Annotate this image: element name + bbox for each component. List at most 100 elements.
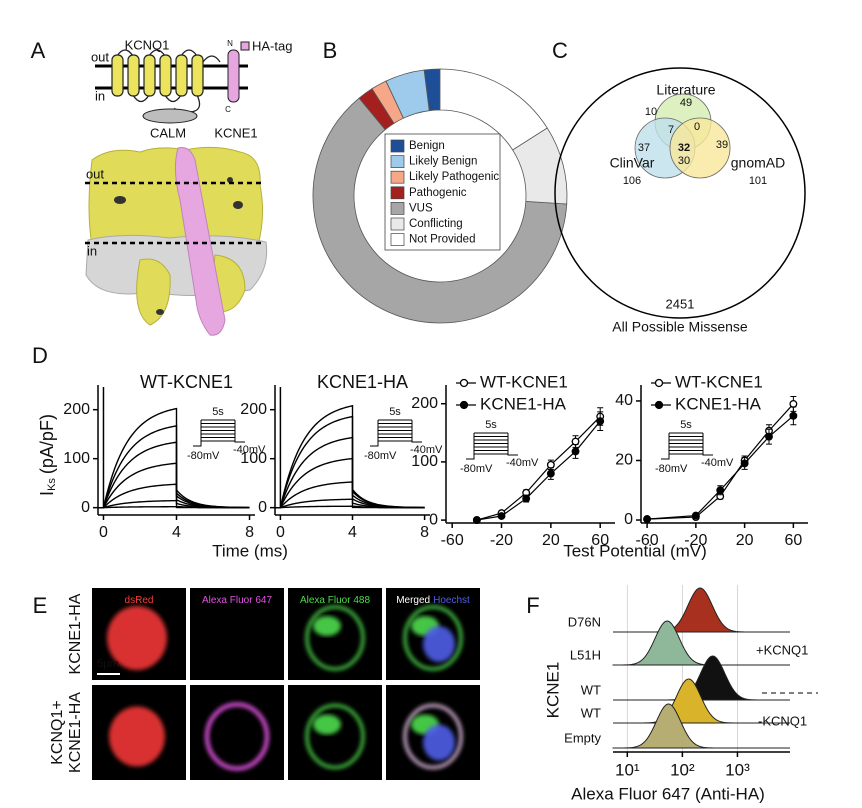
x-tick-label: 10³ <box>725 760 750 779</box>
row-label: WT <box>581 682 601 697</box>
data-point <box>571 437 580 446</box>
data-point <box>765 432 773 441</box>
legend-swatch <box>390 202 405 215</box>
legend-label: Benign <box>409 140 445 152</box>
protocol-label: -80mV <box>655 463 688 475</box>
region-count: 37 <box>638 142 650 154</box>
donut-slice <box>312 97 568 324</box>
panel-label: D <box>32 343 48 368</box>
y-tick-label: 100 <box>411 453 438 470</box>
region-count: 7 <box>668 124 674 136</box>
panel-label: E <box>33 593 48 618</box>
data-point <box>643 515 652 524</box>
kcne1-helix <box>227 49 240 103</box>
protocol-label: -80mV <box>364 450 397 462</box>
row-label: KCNQ1+ <box>49 700 66 764</box>
helices <box>111 54 221 97</box>
ha-tag <box>240 41 250 51</box>
y-tick-label: 0 <box>429 511 438 528</box>
legend-swatch <box>390 170 405 184</box>
iv-line <box>476 420 601 521</box>
channel-header: Merged Hoechst <box>396 595 470 606</box>
calm <box>142 108 198 124</box>
panel-label: C <box>552 38 568 63</box>
current-trace <box>275 457 425 509</box>
label: in <box>87 243 97 258</box>
current-trace <box>275 505 425 509</box>
label: CALM <box>150 125 186 140</box>
protocol-label: 5s <box>389 406 401 418</box>
legend-marker <box>654 400 664 410</box>
protocol-label: -40mV <box>701 457 734 469</box>
x-tick-label: 8 <box>420 524 429 541</box>
x-tick-label: -60 <box>636 532 659 549</box>
panel-label: F <box>526 593 539 618</box>
protocol-label: -40mV <box>410 444 443 456</box>
x-tick-label: -60 <box>441 532 464 549</box>
iv-line <box>647 415 794 520</box>
protocol-label: 5s <box>212 406 224 418</box>
legend-label: Not Provided <box>409 234 475 246</box>
data-point <box>716 486 725 495</box>
label: N <box>227 39 233 48</box>
legend-label: Conflicting <box>409 218 463 230</box>
y-tick-label: 40 <box>615 392 633 409</box>
cell-signal <box>107 606 167 670</box>
data-point <box>596 417 605 426</box>
data-point <box>691 511 700 520</box>
stain-name: Hoechst <box>433 595 470 606</box>
y-tick-label: 0 <box>81 499 90 516</box>
micrograph <box>190 685 284 780</box>
legend-marker <box>459 378 469 388</box>
protocol-label: -80mV <box>187 450 220 462</box>
data-point <box>571 447 580 456</box>
set-name: gnomAD <box>731 155 785 171</box>
ridge <box>613 678 790 724</box>
y-tick-label: 100 <box>240 450 267 467</box>
x-tick-label: 0 <box>276 524 285 541</box>
membrane-signal <box>403 605 463 671</box>
legend-swatch <box>390 233 405 246</box>
legend-marker <box>654 378 664 388</box>
y-tick-label: 200 <box>411 395 438 412</box>
cytoplasm-signal <box>313 714 341 735</box>
label: in <box>95 88 105 103</box>
protocol-label: 5s <box>680 419 692 431</box>
membrane-signal <box>305 605 365 671</box>
data-point <box>789 399 798 408</box>
donut-slice <box>439 68 548 151</box>
universe-count: 2451 <box>666 296 695 311</box>
cell-signal <box>109 706 165 767</box>
y-axis-label-part: Ks <box>46 478 58 491</box>
membrane-signal <box>403 704 463 769</box>
condition-label: -KCNQ1 <box>758 713 807 728</box>
data-point <box>546 460 555 469</box>
panel-label: B <box>323 38 338 63</box>
region-count: 0 <box>694 121 700 133</box>
ridge <box>613 587 790 633</box>
data-point <box>522 494 531 503</box>
label: HA-tag <box>252 38 292 53</box>
legend-label: Pathogenic <box>409 187 467 199</box>
legend-label: KCNE1-HA <box>675 394 762 413</box>
y-tick-label: 0 <box>624 511 633 528</box>
y-axis-label: IKs (pA/pF) <box>37 414 58 496</box>
y-tick-label: 100 <box>63 450 90 467</box>
x-axis-label: Test Potential (mV) <box>563 541 707 560</box>
data-point <box>546 469 555 478</box>
channel-header: dsRed <box>125 595 154 606</box>
legend-label: VUS <box>409 202 433 214</box>
region-count: 32 <box>678 142 690 154</box>
y-axis-label-part: I <box>37 491 57 496</box>
channel-name: Alexa Fluor 647 <box>202 595 272 606</box>
ridge <box>613 655 790 701</box>
row-label: KCNE1-HA <box>67 593 84 674</box>
x-tick-label: 20 <box>542 532 560 549</box>
protocol-label: 5s <box>485 419 497 431</box>
legend-label: KCNE1-HA <box>480 394 567 413</box>
label: KCNQ1 <box>125 37 170 52</box>
ridge <box>612 620 790 666</box>
row-label: L51H <box>570 647 601 662</box>
x-tick-label: 4 <box>348 524 357 541</box>
legend-swatch <box>390 139 405 153</box>
